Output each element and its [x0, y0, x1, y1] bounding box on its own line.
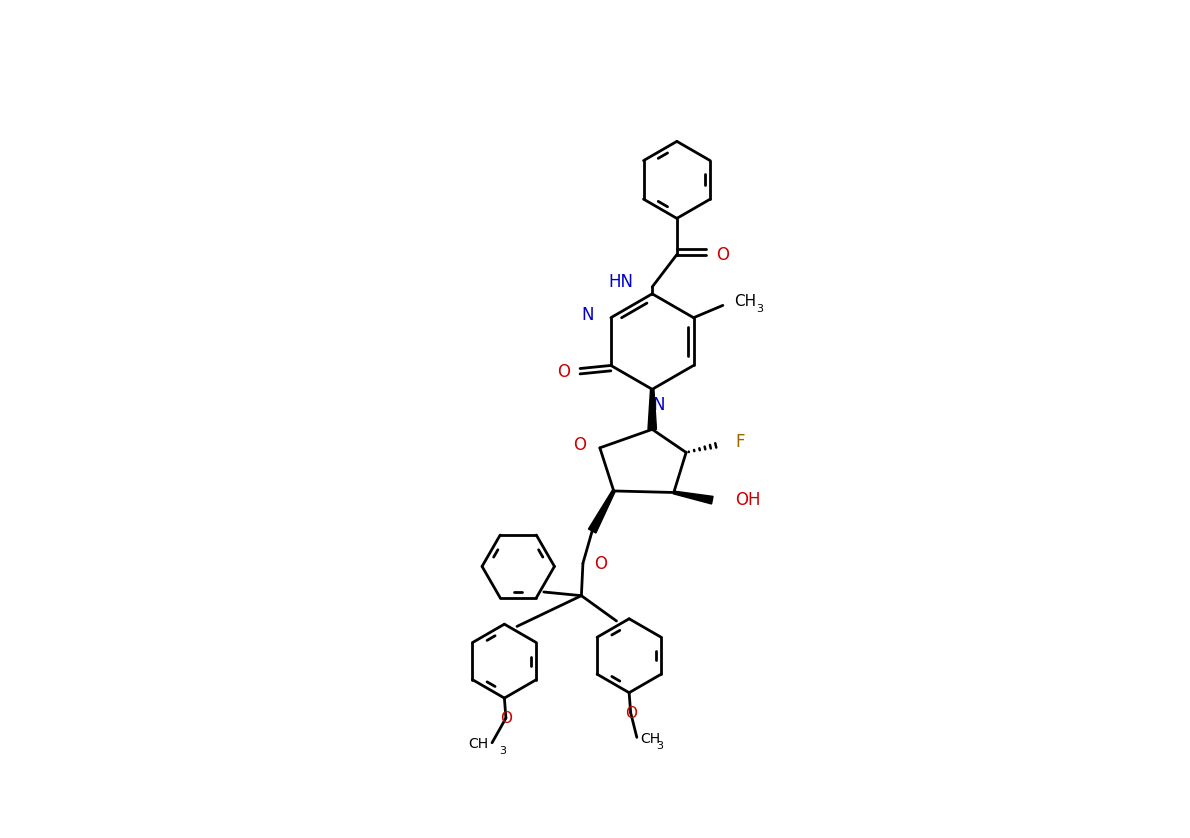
- Text: HN: HN: [609, 273, 634, 292]
- Text: O: O: [557, 363, 570, 380]
- Text: N: N: [652, 396, 665, 414]
- Text: O: O: [716, 246, 729, 264]
- Text: 3: 3: [500, 746, 506, 756]
- Text: N: N: [582, 306, 594, 323]
- Text: O: O: [625, 706, 637, 721]
- Text: 3: 3: [657, 741, 663, 751]
- Text: 3: 3: [756, 304, 763, 314]
- Text: OH: OH: [735, 491, 760, 510]
- Text: O: O: [574, 436, 585, 453]
- Text: CH: CH: [468, 737, 488, 752]
- Text: CH: CH: [734, 294, 757, 309]
- Polygon shape: [674, 491, 713, 504]
- Polygon shape: [588, 490, 615, 533]
- Polygon shape: [649, 390, 657, 429]
- Text: F: F: [735, 433, 745, 452]
- Text: O: O: [500, 711, 512, 727]
- Text: O: O: [594, 555, 607, 573]
- Text: CH: CH: [640, 732, 660, 746]
